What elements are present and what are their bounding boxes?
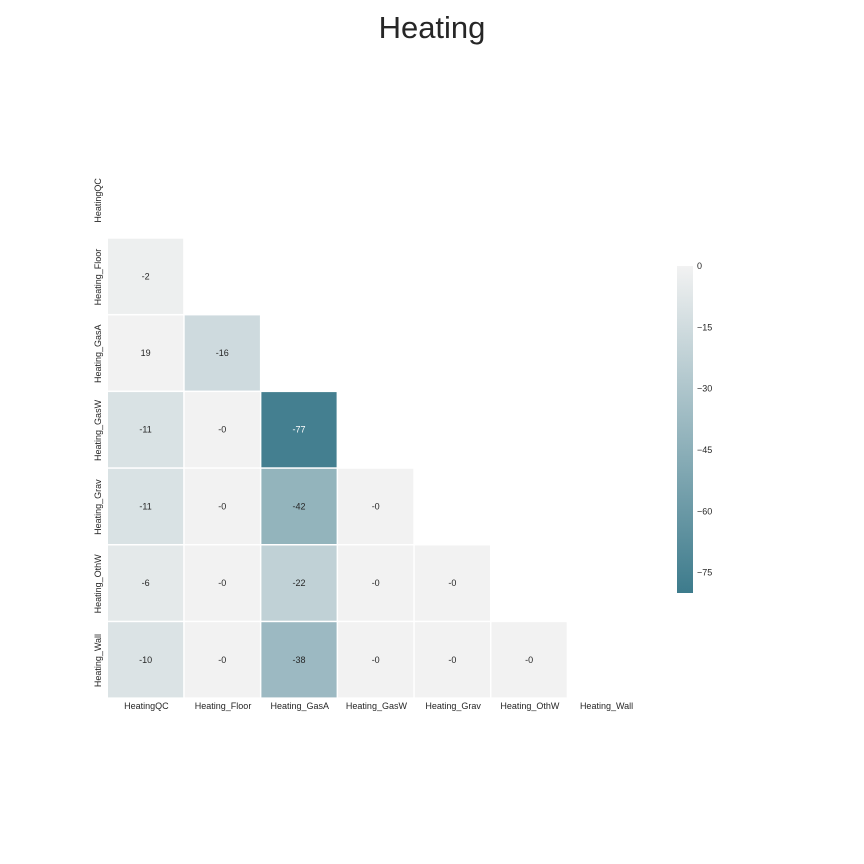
y-tick-label: Heating_Wall	[93, 634, 103, 687]
colorbar-tick-label: −45	[697, 445, 712, 455]
x-tick-label: Heating_Floor	[195, 701, 252, 711]
heatmap-cell	[184, 622, 260, 698]
colorbar-tick-label: −60	[697, 506, 712, 516]
heatmap-cell	[108, 315, 184, 391]
cell-value-label: -38	[292, 655, 305, 665]
colorbar-tick-label: −15	[697, 322, 712, 332]
heatmap-cell	[261, 468, 337, 544]
cell-value-label: -22	[292, 578, 305, 588]
cell-value-label: -11	[139, 425, 151, 435]
heatmap-cell	[108, 238, 184, 314]
y-axis-tick-labels: HeatingQC Heating_Floor Heating_GasA Heatin…	[93, 178, 103, 688]
cell-value-label: -0	[372, 501, 380, 511]
colorbar-gradient	[677, 266, 693, 593]
cell-value-label: -77	[292, 425, 305, 435]
cell-value-label: -0	[372, 578, 380, 588]
heatmap-cell	[414, 545, 490, 621]
cell-value-label: -42	[292, 501, 305, 511]
y-tick-label: Heating_OthW	[93, 554, 103, 614]
x-tick-label: Heating_Grav	[425, 701, 481, 711]
x-tick-label: Heating_Wall	[580, 701, 633, 711]
heatmap-cell	[184, 315, 260, 391]
y-tick-label: Heating_Grav	[93, 479, 103, 535]
cell-value-label: -0	[218, 578, 226, 588]
x-tick-label: Heating_GasW	[346, 701, 408, 711]
cell-value-label: -0	[525, 655, 533, 665]
cell-value-label: -0	[218, 425, 226, 435]
heatmap-cell	[414, 622, 490, 698]
colorbar: 0 −15 −30 −45 −60 −75	[677, 261, 712, 593]
heatmap-cell	[184, 545, 260, 621]
cell-value-label: -2	[142, 271, 150, 281]
heatmap-cell	[338, 545, 414, 621]
colorbar-tick-label: −75	[697, 568, 712, 578]
x-axis-tick-labels: HeatingQC Heating_Floor Heating_GasA Heatin…	[124, 701, 633, 711]
heatmap-cell	[108, 545, 184, 621]
cell-value-label: 19	[141, 348, 151, 358]
heatmap-cells: -2 19 -16 -11 -0 -77 -11 -0 -42 -0 -6 -0 -22 -0 -0 -10 -…	[108, 238, 567, 698]
cell-value-label: -0	[448, 655, 456, 665]
heatmap-cell	[108, 392, 184, 468]
y-tick-label: Heating_GasA	[93, 324, 103, 383]
heatmap-cell	[108, 622, 184, 698]
heatmap-cell	[491, 622, 567, 698]
cell-value-label: -0	[448, 578, 456, 588]
heatmap-cell	[261, 622, 337, 698]
cell-value-label: -16	[216, 348, 229, 358]
y-tick-label: HeatingQC	[93, 178, 103, 223]
cell-value-label: -0	[218, 655, 226, 665]
heatmap-cell	[261, 545, 337, 621]
cell-value-label: -0	[218, 501, 226, 511]
heatmap-cell	[338, 622, 414, 698]
x-tick-label: HeatingQC	[124, 701, 169, 711]
cell-value-label: -10	[139, 655, 152, 665]
heatmap-cell	[184, 468, 260, 544]
chart-title: Heating	[378, 10, 486, 45]
cell-value-label: -6	[142, 578, 150, 588]
x-tick-label: Heating_GasA	[270, 701, 329, 711]
colorbar-tick-label: 0	[697, 261, 702, 271]
heatmap-cell	[338, 468, 414, 544]
y-tick-label: Heating_Floor	[93, 249, 103, 306]
cell-value-label: -11	[139, 501, 151, 511]
heatmap-cell	[261, 392, 337, 468]
x-tick-label: Heating_OthW	[500, 701, 560, 711]
heatmap-cell	[184, 392, 260, 468]
cell-value-label: -0	[372, 655, 380, 665]
y-tick-label: Heating_GasW	[93, 399, 103, 461]
heatmap-cell	[108, 468, 184, 544]
colorbar-tick-label: −30	[697, 384, 712, 394]
